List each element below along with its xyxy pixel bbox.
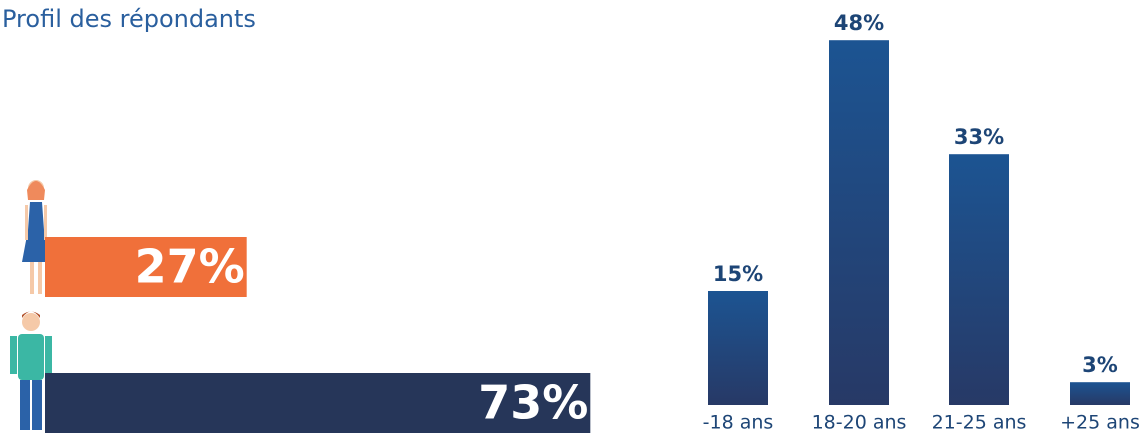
- value-label: 73%: [478, 376, 588, 430]
- chart-title: Profil des répondants: [2, 5, 256, 33]
- bar: [45, 237, 247, 297]
- value-label: 3%: [1082, 353, 1118, 377]
- bar: [829, 40, 889, 405]
- woman-icon: [22, 180, 50, 294]
- x-tick-label: 18-20 ans: [812, 412, 907, 434]
- value-label: 33%: [954, 125, 1004, 149]
- bar: [45, 373, 591, 433]
- x-tick-label: 21-25 ans: [932, 412, 1027, 434]
- man-icon: [10, 311, 52, 430]
- value-label: 15%: [713, 262, 763, 286]
- x-tick-label: -18 ans: [703, 412, 774, 434]
- value-label: 27%: [135, 240, 245, 294]
- bar: [949, 154, 1009, 405]
- bar: [1070, 382, 1130, 405]
- bar: [708, 291, 768, 405]
- x-tick-label: +25 ans: [1060, 412, 1140, 434]
- value-label: 48%: [834, 11, 884, 35]
